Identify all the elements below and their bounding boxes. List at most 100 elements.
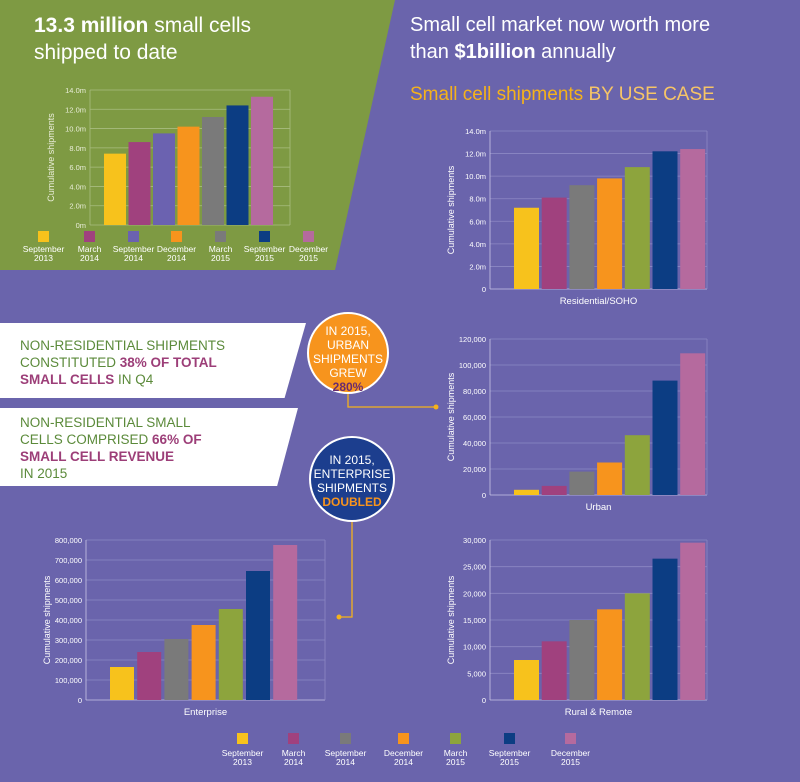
urban-bubble-l2: URBAN bbox=[326, 338, 369, 352]
rural-ytick-label: 15,000 bbox=[463, 616, 486, 625]
legend-swatch bbox=[398, 733, 409, 744]
total-bar bbox=[128, 142, 151, 225]
total-chart: 0m 2.0m 4.0m 6.0m 8.0m 10.0m 12.0m 14.0m Cumulat… bbox=[46, 86, 291, 230]
residential-ytick-label: 10.0m bbox=[465, 172, 486, 181]
headline: 13.3 million small cells shipped to date bbox=[34, 12, 251, 66]
urban-chart: 0 20,000 40,000 60,000 80,000 100,000 120,000 C… bbox=[446, 335, 708, 513]
urban-bar bbox=[597, 462, 623, 495]
urban-ytick-label: 120,000 bbox=[459, 335, 486, 344]
legend-swatch bbox=[288, 733, 299, 744]
residential-ytick-label: 0 bbox=[482, 285, 486, 294]
total-bar bbox=[202, 117, 224, 225]
rural-ytick-label: 30,000 bbox=[463, 536, 486, 545]
legend-label: September 2015 bbox=[488, 748, 531, 767]
total-bar bbox=[226, 105, 249, 225]
urban-growth-bubble: IN 2015, URBAN SHIPMENTS GREW 280% bbox=[307, 312, 389, 394]
residential-bar bbox=[597, 178, 623, 289]
residential-ytick-label: 8.0m bbox=[469, 195, 486, 204]
callout-share: NON-RESIDENTIAL SHIPMENTS CONSTITUTED 38… bbox=[0, 323, 306, 398]
callout2-line2-em: 66% OF bbox=[152, 432, 202, 447]
enterprise-ytick-label: 800,000 bbox=[55, 536, 82, 545]
legend-swatch bbox=[171, 231, 182, 242]
enterprise-bar bbox=[218, 609, 243, 700]
rural-bar bbox=[624, 593, 650, 700]
total-ytick-label: 6.0m bbox=[69, 163, 86, 172]
residential-ytick-label: 12.0m bbox=[465, 150, 486, 159]
total-bar bbox=[251, 96, 273, 225]
total-ytick-label: 2.0m bbox=[69, 202, 86, 211]
legend-label: December 2014 bbox=[383, 748, 424, 767]
market-line2-pre: than bbox=[410, 41, 455, 63]
callout-revenue: NON-RESIDENTIAL SMALL CELLS COMPRISED 66… bbox=[0, 408, 298, 486]
rural-ylabel: Cumulative shipments bbox=[446, 575, 456, 664]
total-ytick-label: 8.0m bbox=[69, 144, 86, 153]
headline-rest: small cells bbox=[148, 14, 252, 37]
legend-label: December 2015 bbox=[550, 748, 591, 767]
legend-label: December 2015 bbox=[288, 244, 329, 263]
total-ytick-label: 12.0m bbox=[65, 105, 86, 114]
urban-bar bbox=[652, 380, 678, 495]
residential-xlabel: Residential/SOHO bbox=[560, 296, 638, 307]
use-case-subtitle-a: Small cell shipments bbox=[410, 84, 589, 105]
market-line2-post: annually bbox=[535, 41, 616, 63]
residential-chart: 0 2.0m 4.0m 6.0m 8.0m 10.0m 12.0m 14.0m Cumulati… bbox=[446, 127, 708, 307]
enterprise-connector-dot bbox=[336, 614, 342, 620]
legend-swatch bbox=[38, 231, 49, 242]
total-bar bbox=[177, 126, 200, 225]
legend-swatch bbox=[237, 733, 248, 744]
market-line2-bold: $1billion bbox=[454, 41, 536, 63]
enterprise-ytick-label: 300,000 bbox=[55, 636, 82, 645]
rural-ytick-label: 25,000 bbox=[463, 563, 486, 572]
enterprise-bar bbox=[273, 545, 298, 700]
residential-bar bbox=[541, 197, 567, 289]
callout1-line2-em: 38% OF TOTAL bbox=[119, 355, 217, 370]
enterprise-bubble-l3: SHIPMENTS bbox=[316, 481, 387, 495]
total-ytick-label: 10.0m bbox=[65, 125, 86, 134]
enterprise-ytick-label: 200,000 bbox=[55, 656, 82, 665]
urban-ytick-label: 0 bbox=[482, 491, 486, 500]
urban-bar bbox=[514, 489, 539, 495]
legend-label: September 2013 bbox=[221, 748, 264, 767]
legend-label: September 2013 bbox=[22, 244, 65, 263]
rural-bar bbox=[569, 620, 595, 700]
legend-label: December 2014 bbox=[156, 244, 197, 263]
urban-xlabel: Urban bbox=[586, 502, 612, 513]
residential-bar bbox=[514, 207, 539, 289]
enterprise-bubble-l4: DOUBLED bbox=[322, 495, 382, 509]
enterprise-bubble-l1: IN 2015, bbox=[329, 453, 375, 467]
rural-bar bbox=[514, 660, 539, 700]
market-heading: Small cell market now worth more than $1… bbox=[410, 12, 710, 66]
enterprise-ytick-label: 700,000 bbox=[55, 556, 82, 565]
residential-bar bbox=[569, 185, 595, 289]
urban-ytick-label: 60,000 bbox=[463, 413, 486, 422]
legend-swatch bbox=[303, 231, 314, 242]
market-line1: Small cell market now worth more bbox=[410, 14, 711, 36]
headline-line2: shipped to date bbox=[34, 41, 178, 64]
enterprise-xlabel: Enterprise bbox=[184, 707, 227, 718]
enterprise-bubble-l2: ENTERPRISE bbox=[313, 467, 391, 481]
callout2-line1: NON-RESIDENTIAL SMALL bbox=[20, 415, 191, 430]
total-ytick-label: 4.0m bbox=[69, 182, 86, 191]
enterprise-chart: 0 100,000 200,000 300,000 400,000 500,000 600,… bbox=[42, 536, 326, 718]
residential-ytick-label: 6.0m bbox=[469, 217, 486, 226]
enterprise-ytick-label: 600,000 bbox=[55, 576, 82, 585]
callout1-line3-post: IN Q4 bbox=[114, 372, 154, 387]
urban-bubble-l1: IN 2015, bbox=[325, 324, 371, 338]
residential-ytick-label: 4.0m bbox=[469, 240, 486, 249]
total-bar bbox=[153, 133, 175, 225]
enterprise-ytick-label: 100,000 bbox=[55, 676, 82, 685]
urban-ytick-label: 20,000 bbox=[463, 465, 486, 474]
headline-bold: 13.3 million bbox=[34, 14, 149, 37]
legend-swatch bbox=[215, 231, 226, 242]
legend-swatch bbox=[84, 231, 95, 242]
rural-ytick-label: 5,000 bbox=[467, 669, 486, 678]
legend-label: March 2014 bbox=[281, 748, 306, 767]
urban-ylabel: Cumulative shipments bbox=[446, 372, 456, 461]
legend-label: September 2015 bbox=[243, 244, 286, 263]
rural-bar bbox=[680, 542, 706, 700]
urban-connector-dot bbox=[433, 404, 439, 410]
enterprise-connector bbox=[340, 522, 353, 618]
residential-bar bbox=[652, 151, 678, 289]
callout1-line1: NON-RESIDENTIAL SHIPMENTS bbox=[20, 338, 226, 353]
